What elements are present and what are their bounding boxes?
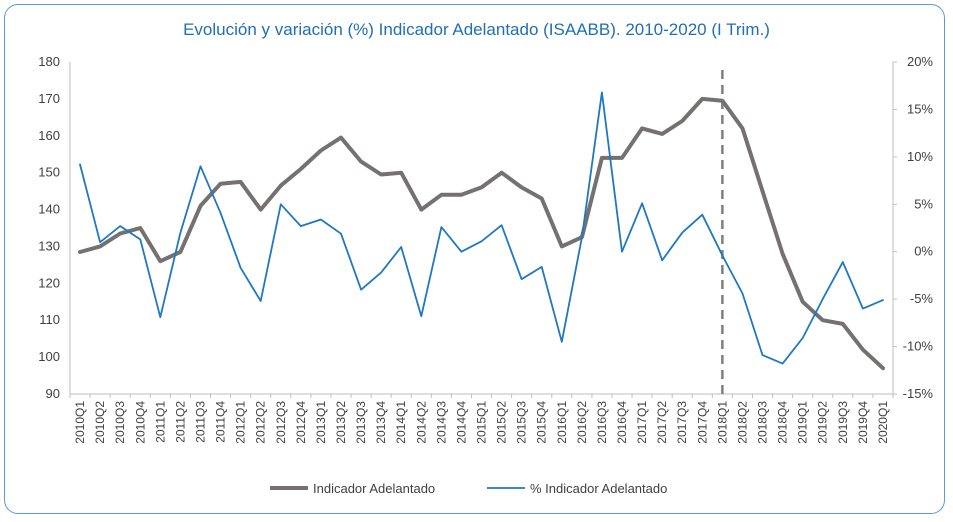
x-tick-label: 2017Q3 — [675, 401, 689, 444]
y-left-tick-label: 100 — [38, 349, 60, 364]
y-right-tick-label: -15% — [903, 386, 934, 401]
x-tick-label: 2013Q3 — [354, 401, 368, 444]
x-tick-label: 2011Q2 — [173, 401, 187, 443]
x-tick-label: 2016Q2 — [575, 401, 589, 444]
x-tick-label: 2018Q4 — [776, 401, 790, 444]
chart-title: Evolución y variación (%) Indicador Adel… — [183, 20, 770, 39]
x-tick-label: 2010Q4 — [133, 401, 147, 444]
x-tick-label: 2017Q1 — [635, 401, 649, 444]
y-left-tick-label: 170 — [38, 91, 60, 106]
y-left-tick-label: 110 — [39, 312, 60, 327]
x-tick-label: 2015Q2 — [495, 401, 509, 444]
x-tick-label: 2019Q1 — [796, 401, 810, 444]
x-tick-label: 2013Q4 — [374, 401, 388, 444]
legend-label-variacion: % Indicador Adelantado — [530, 481, 667, 496]
x-tick-label: 2015Q3 — [515, 401, 529, 444]
x-tick-label: 2017Q2 — [655, 401, 669, 444]
x-tick-label: 2014Q4 — [454, 401, 468, 444]
x-tick-label: 2012Q3 — [274, 401, 288, 444]
x-tick-label: 2012Q2 — [254, 401, 268, 444]
x-tick-label: 2019Q3 — [836, 401, 850, 444]
y-right-tick-label: 0% — [914, 244, 933, 259]
x-tick-label: 2010Q3 — [113, 401, 127, 444]
x-tick-label: 2013Q2 — [334, 401, 348, 444]
x-tick-label: 2013Q1 — [314, 401, 328, 444]
y-right-tick-label: 10% — [907, 149, 933, 164]
x-tick-label: 2012Q4 — [294, 401, 308, 444]
x-tick-label: 2018Q3 — [756, 401, 770, 444]
y-right-tick-label: 20% — [907, 54, 933, 69]
x-tick-label: 2020Q1 — [876, 401, 890, 444]
y-left-tick-label: 140 — [38, 202, 60, 217]
y-right-tick-label: 15% — [907, 101, 933, 116]
x-tick-label: 2014Q1 — [394, 401, 408, 444]
x-tick-label: 2011Q3 — [193, 401, 207, 443]
y-left-tick-label: 160 — [38, 128, 60, 143]
y-right-tick-label: 5% — [914, 196, 933, 211]
x-tick-label: 2011Q4 — [214, 401, 228, 443]
x-tick-label: 2011Q1 — [153, 401, 167, 443]
y-left-tick-label: 130 — [38, 238, 60, 253]
y-left-tick-label: 120 — [38, 275, 60, 290]
y-right-tick-label: -10% — [903, 339, 934, 354]
x-tick-label: 2012Q1 — [234, 401, 248, 444]
x-tick-label: 2016Q4 — [615, 401, 629, 444]
x-tick-label: 2018Q1 — [715, 401, 729, 444]
x-tick-label: 2010Q1 — [73, 401, 87, 444]
x-tick-label: 2017Q4 — [695, 401, 709, 444]
x-tick-label: 2014Q3 — [434, 401, 448, 444]
y-left-tick-label: 180 — [38, 54, 60, 69]
x-tick-label: 2010Q2 — [93, 401, 107, 444]
y-right-tick-label: -5% — [910, 291, 934, 306]
legend-label-indicador: Indicador Adelantado — [313, 481, 435, 496]
x-tick-label: 2014Q2 — [414, 401, 428, 444]
x-tick-label: 2019Q2 — [816, 401, 830, 444]
x-tick-label: 2015Q1 — [475, 401, 489, 444]
series-line-indicador — [78, 96, 885, 371]
x-tick-label: 2018Q2 — [735, 401, 749, 444]
x-tick-label: 2015Q4 — [535, 401, 549, 444]
y-left-tick-label: 150 — [38, 165, 60, 180]
x-tick-label: 2016Q3 — [595, 401, 609, 444]
series-line-variacion — [79, 91, 884, 365]
y-left-tick-label: 90 — [46, 386, 60, 401]
x-tick-label: 2019Q4 — [856, 401, 870, 444]
x-tick-label: 2016Q1 — [555, 401, 569, 444]
